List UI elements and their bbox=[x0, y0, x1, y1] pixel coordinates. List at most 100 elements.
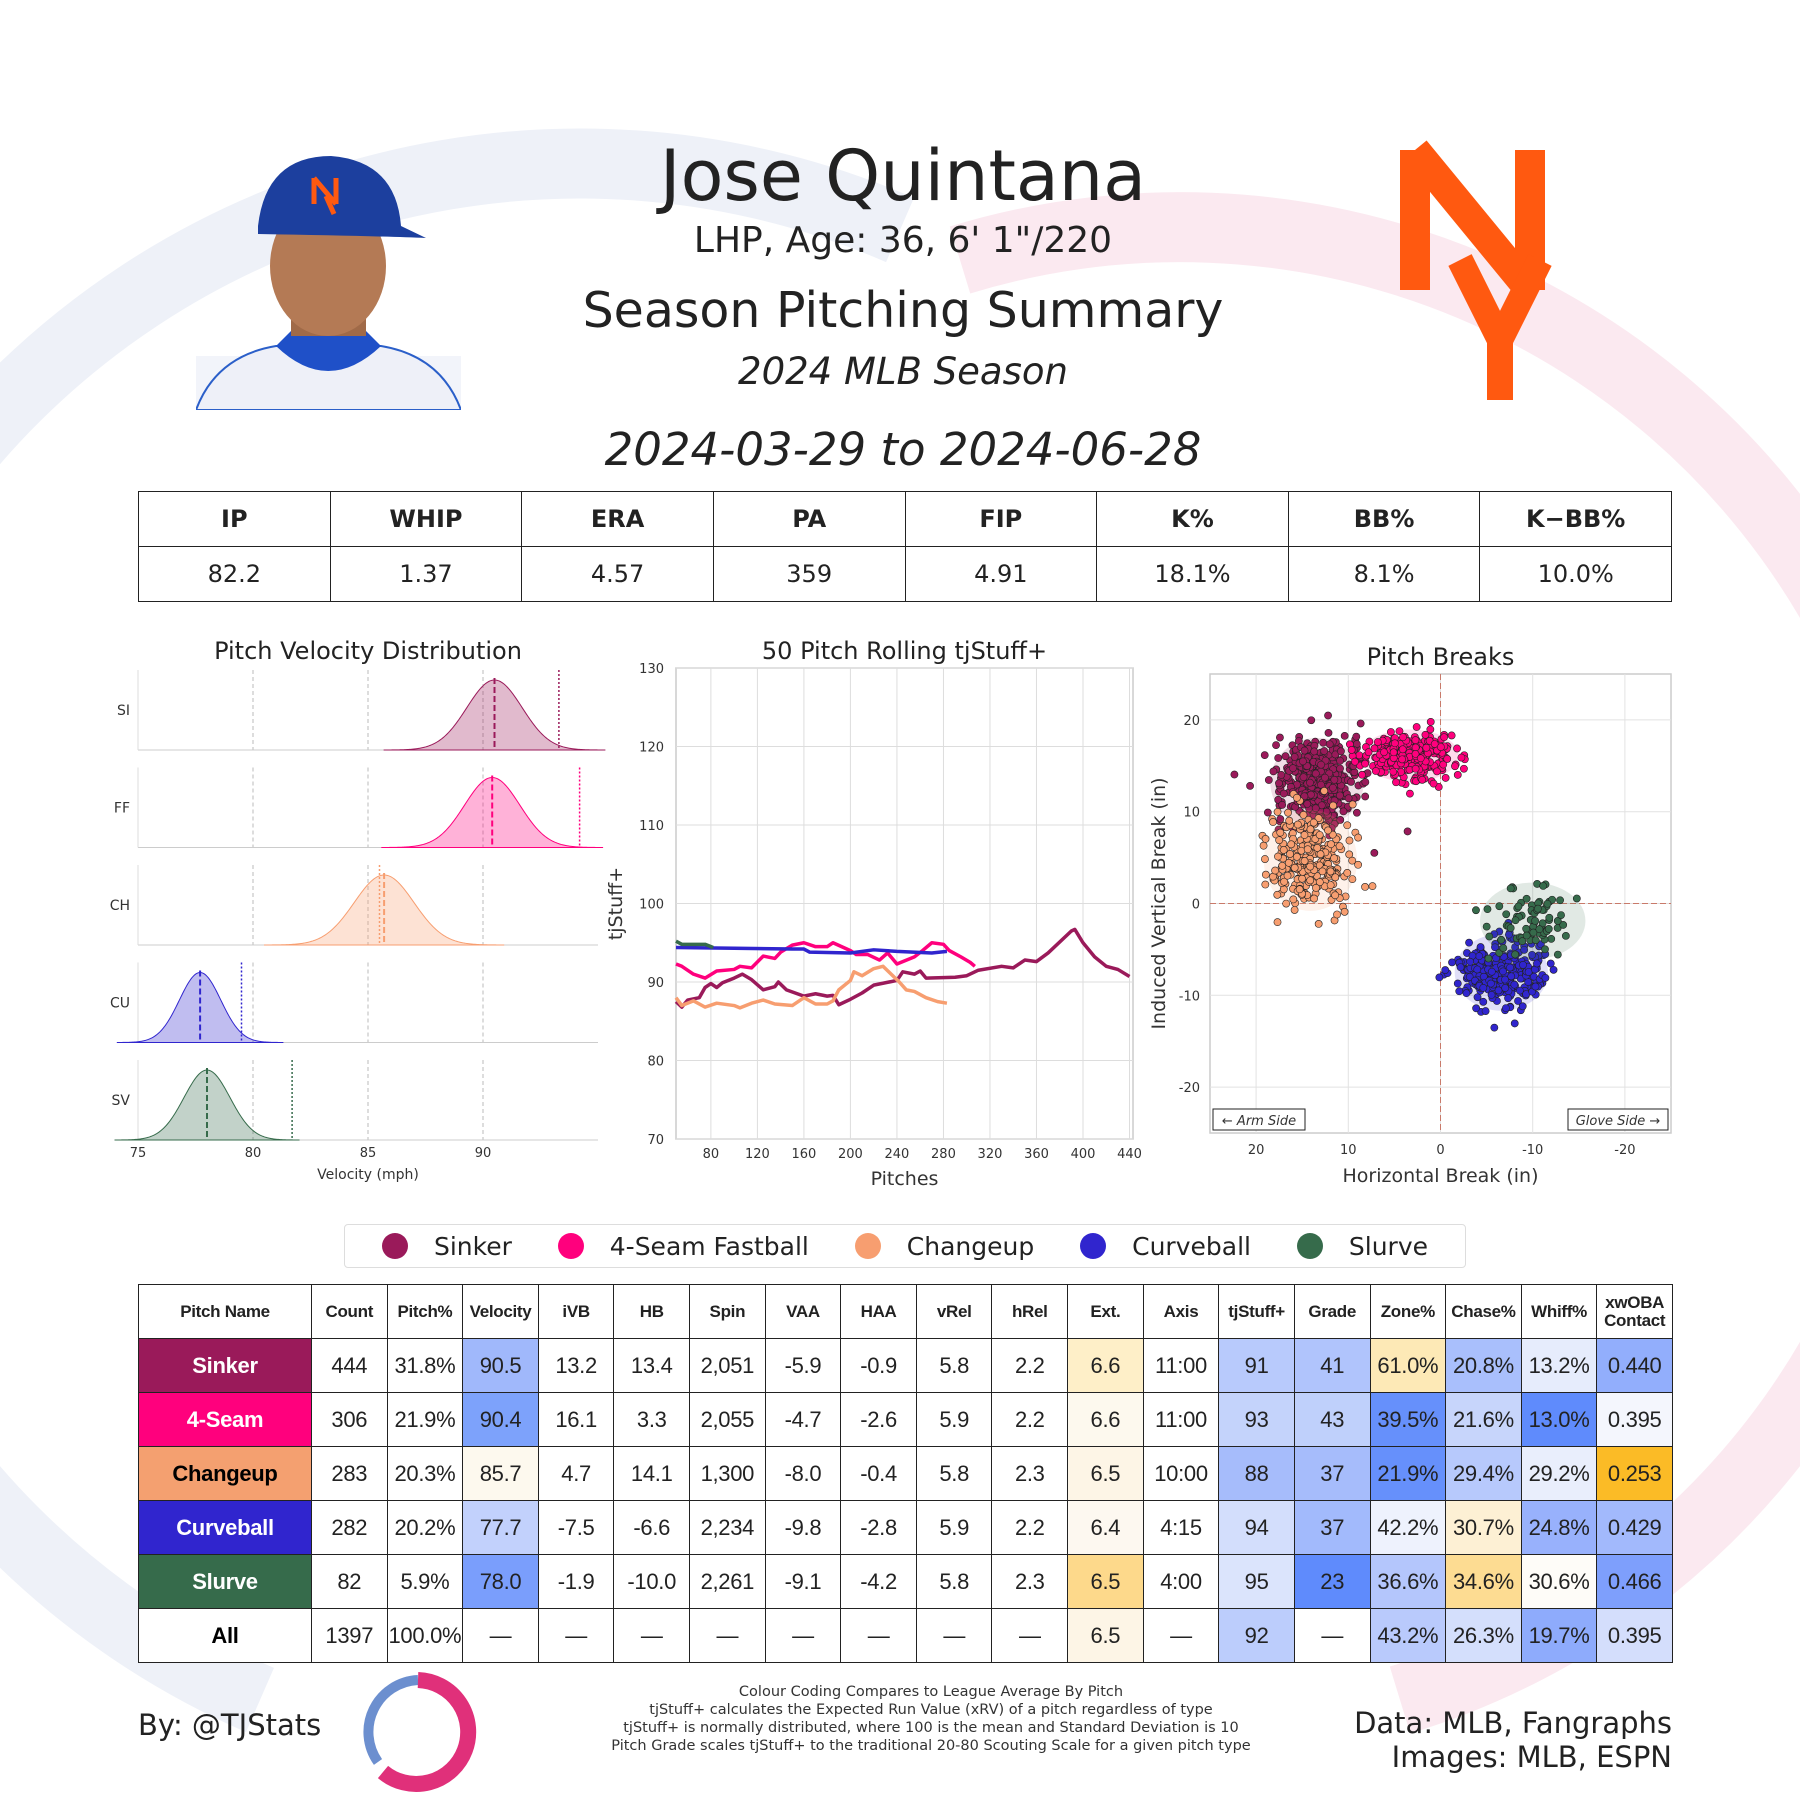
column-header: Chase% bbox=[1445, 1284, 1522, 1339]
pitch-point bbox=[1487, 967, 1496, 976]
pitch-point bbox=[1371, 767, 1380, 775]
stat-value: 1.37 bbox=[329, 546, 523, 602]
pitch-point bbox=[1340, 731, 1349, 740]
table-cell: 5.8 bbox=[915, 1554, 993, 1609]
pitch-point bbox=[1533, 959, 1541, 968]
table-cell: 39.5% bbox=[1369, 1392, 1447, 1447]
pitch-point bbox=[1510, 980, 1519, 989]
pitch-point bbox=[1501, 984, 1510, 992]
pitch-point bbox=[1441, 966, 1450, 974]
pitch-point bbox=[1440, 733, 1449, 742]
pitch-name-cell: 4-Seam bbox=[138, 1392, 312, 1447]
x-axis-label: Horizontal Break (in) bbox=[1342, 1165, 1538, 1187]
pitch-point bbox=[1412, 723, 1421, 731]
pitch-point bbox=[1312, 883, 1320, 892]
table-cell: -7.5 bbox=[537, 1500, 615, 1555]
table-cell: 21.9% bbox=[1369, 1446, 1447, 1501]
legend-item: Curveball bbox=[1080, 1232, 1251, 1261]
table-cell: — bbox=[1142, 1608, 1220, 1663]
x-tick-label: 320 bbox=[978, 1147, 1003, 1162]
table-cell: 4:15 bbox=[1142, 1500, 1220, 1555]
pitch-point bbox=[1348, 856, 1357, 865]
pitch-point bbox=[1553, 950, 1562, 959]
pitch-point bbox=[1528, 950, 1536, 959]
pitch-point bbox=[1316, 850, 1325, 859]
pitch-point bbox=[1298, 874, 1307, 883]
date-range: 2024-03-29 to 2024-06-28 bbox=[604, 423, 1202, 476]
pitch-point bbox=[1390, 739, 1399, 748]
pitch-point bbox=[1292, 852, 1301, 861]
pitch-point bbox=[1572, 894, 1581, 903]
pitch-point bbox=[1389, 748, 1398, 757]
pitch-point bbox=[1361, 759, 1369, 768]
pitch-point bbox=[1279, 846, 1288, 854]
y-tick-label: 20 bbox=[1183, 714, 1200, 729]
pitch-point bbox=[1462, 989, 1471, 998]
pitch-point bbox=[1504, 994, 1513, 1003]
table-cell: 282 bbox=[311, 1500, 388, 1555]
column-header: tjStuff+ bbox=[1218, 1284, 1295, 1339]
table-cell: 0.395 bbox=[1596, 1608, 1673, 1663]
pitch-point bbox=[1484, 954, 1493, 963]
rolling-chart-title: 50 Pitch Rolling tjStuff+ bbox=[761, 637, 1048, 665]
pitch-point bbox=[1539, 882, 1548, 890]
table-row: 4-Seam 306 21.9% 90.4 16.1 3.3 2,055 -4.7 -2.6 5.… bbox=[138, 1392, 1673, 1447]
table-cell: — bbox=[1293, 1608, 1371, 1663]
pitch-point bbox=[1320, 747, 1329, 755]
table-cell: 1397 bbox=[311, 1608, 388, 1663]
points-4-seam-fastball bbox=[1345, 717, 1469, 798]
pitch-point bbox=[1361, 883, 1369, 891]
pitch-point bbox=[1453, 771, 1462, 779]
table-cell: 13.2 bbox=[537, 1338, 615, 1393]
pitch-point bbox=[1426, 717, 1435, 726]
table-cell: — bbox=[537, 1608, 615, 1663]
pitch-point bbox=[1411, 750, 1420, 758]
column-header: iVB bbox=[537, 1284, 615, 1339]
pitch-point bbox=[1522, 931, 1531, 940]
pitch-point bbox=[1510, 1019, 1519, 1028]
pitch-point bbox=[1336, 764, 1344, 773]
x-tick-label: -20 bbox=[1614, 1143, 1635, 1158]
pitch-point bbox=[1483, 905, 1492, 914]
legend-marker bbox=[381, 1233, 408, 1259]
glove-side-label: Glove Side → bbox=[1576, 1114, 1661, 1129]
line-changeup bbox=[674, 964, 948, 1010]
tjstats-logo bbox=[363, 1672, 477, 1792]
table-cell: 3.3 bbox=[613, 1392, 691, 1447]
pitch-point bbox=[1327, 840, 1335, 849]
legend-marker bbox=[854, 1233, 881, 1259]
pitch-point bbox=[1290, 863, 1299, 872]
pitch-point bbox=[1418, 775, 1427, 784]
pitch-point bbox=[1507, 972, 1516, 981]
x-tick-label: 75 bbox=[130, 1146, 147, 1161]
table-cell: 6.6 bbox=[1067, 1338, 1144, 1393]
pitch-point bbox=[1497, 935, 1506, 944]
table-cell: 306 bbox=[311, 1392, 388, 1447]
table-cell: 30.7% bbox=[1445, 1500, 1522, 1555]
table-cell: 10:00 bbox=[1142, 1446, 1220, 1501]
table-cell: 36.6% bbox=[1369, 1554, 1447, 1609]
summary-title: Season Pitching Summary bbox=[582, 282, 1224, 339]
player-name: Jose Quintana bbox=[659, 135, 1147, 217]
stat-value: 82.2 bbox=[138, 546, 331, 602]
table-cell: -8.0 bbox=[764, 1446, 842, 1501]
x-tick-label: -10 bbox=[1522, 1143, 1543, 1158]
pitch-point bbox=[1321, 773, 1329, 782]
table-cell: 13.2% bbox=[1520, 1338, 1598, 1393]
pitch-point bbox=[1282, 899, 1291, 908]
column-header: Pitch% bbox=[386, 1284, 464, 1339]
table-cell: -1.9 bbox=[537, 1554, 615, 1609]
pitch-point bbox=[1421, 730, 1430, 739]
pitch-point bbox=[1275, 836, 1284, 845]
x-tick-label: 440 bbox=[1117, 1147, 1142, 1162]
pitch-point bbox=[1411, 736, 1420, 745]
table-cell: 29.4% bbox=[1445, 1446, 1522, 1501]
table-cell: 43.2% bbox=[1369, 1608, 1447, 1663]
pitch-point bbox=[1487, 991, 1496, 999]
pitch-point bbox=[1487, 979, 1495, 988]
table-cell: 0.466 bbox=[1596, 1554, 1673, 1609]
pitch-point bbox=[1290, 753, 1299, 761]
pitch-point bbox=[1336, 756, 1344, 765]
pitch-point bbox=[1306, 876, 1315, 885]
pitch-point bbox=[1479, 997, 1488, 1006]
